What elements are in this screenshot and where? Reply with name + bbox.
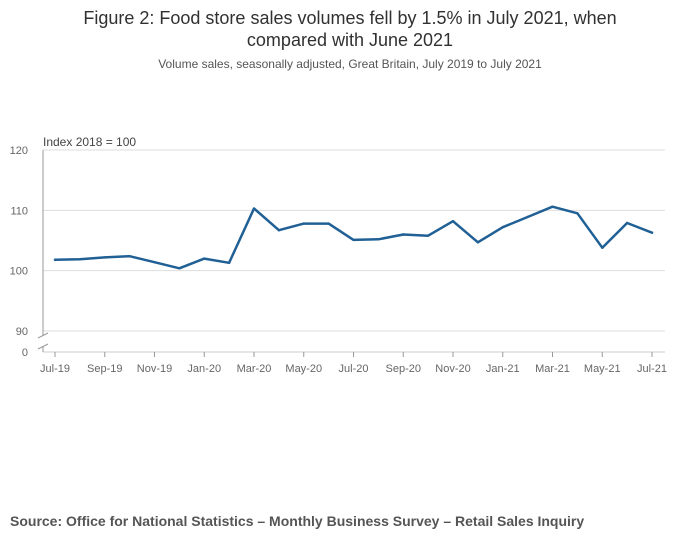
data-point xyxy=(650,231,654,234)
x-tick-label: Mar-21 xyxy=(535,363,570,375)
data-point xyxy=(601,246,604,249)
x-tick-label: Mar-20 xyxy=(237,363,272,375)
data-point xyxy=(53,258,57,262)
x-tick-label: Nov-19 xyxy=(137,363,172,375)
data-point xyxy=(402,233,405,236)
data-point xyxy=(526,215,529,219)
chart-subtitle: Volume sales, seasonally adjusted, Great… xyxy=(158,57,542,71)
x-tick-label: Jul-19 xyxy=(40,363,70,375)
data-point xyxy=(451,219,455,223)
data-point xyxy=(625,221,629,225)
y-axis-unit-label: Index 2018 = 100 xyxy=(43,135,136,149)
x-tick-label: Sep-20 xyxy=(386,363,421,375)
data-point xyxy=(153,261,156,264)
data-point xyxy=(377,238,380,241)
data-point xyxy=(203,257,206,260)
y-tick-label: 120 xyxy=(10,145,28,157)
x-tick-label: May-21 xyxy=(584,363,621,375)
x-tick-label: Jan-21 xyxy=(486,363,520,375)
data-point xyxy=(128,254,131,258)
chart-title-line-1: Figure 2: Food store sales volumes fell … xyxy=(83,8,617,28)
y-tick-label-zero: 0 xyxy=(22,347,28,359)
y-tick-label: 100 xyxy=(10,266,28,278)
x-tick-label: Sep-19 xyxy=(87,363,122,375)
chart-title: Figure 2: Food store sales volumes fell … xyxy=(0,7,700,51)
data-point xyxy=(576,212,579,215)
x-tick-label: May-20 xyxy=(285,363,322,375)
y-tick-label: 110 xyxy=(10,205,28,217)
data-point xyxy=(277,229,281,232)
chart-title-line-2: compared with June 2021 xyxy=(246,30,454,50)
axis-break-mark xyxy=(37,343,49,350)
y-tick-label: 90 xyxy=(16,326,28,338)
data-point xyxy=(227,261,231,265)
data-point xyxy=(252,207,256,210)
data-point xyxy=(476,241,480,244)
data-point xyxy=(103,256,106,259)
x-tick-label: Jul-20 xyxy=(339,363,369,375)
x-tick-label: Jan-20 xyxy=(187,363,221,375)
x-tick-label: Jul-21 xyxy=(637,363,667,375)
axis-break-mark xyxy=(37,332,49,339)
data-point xyxy=(178,267,181,270)
series-line xyxy=(53,205,654,270)
data-point xyxy=(501,226,504,229)
data-point xyxy=(78,258,82,261)
data-point xyxy=(551,205,554,208)
data-point xyxy=(327,222,330,225)
x-tick-label: Nov-20 xyxy=(435,363,470,375)
data-point xyxy=(302,222,305,225)
source-note: Source: Office for National Statistics –… xyxy=(10,513,585,529)
data-point xyxy=(352,238,355,242)
data-point xyxy=(426,234,430,237)
